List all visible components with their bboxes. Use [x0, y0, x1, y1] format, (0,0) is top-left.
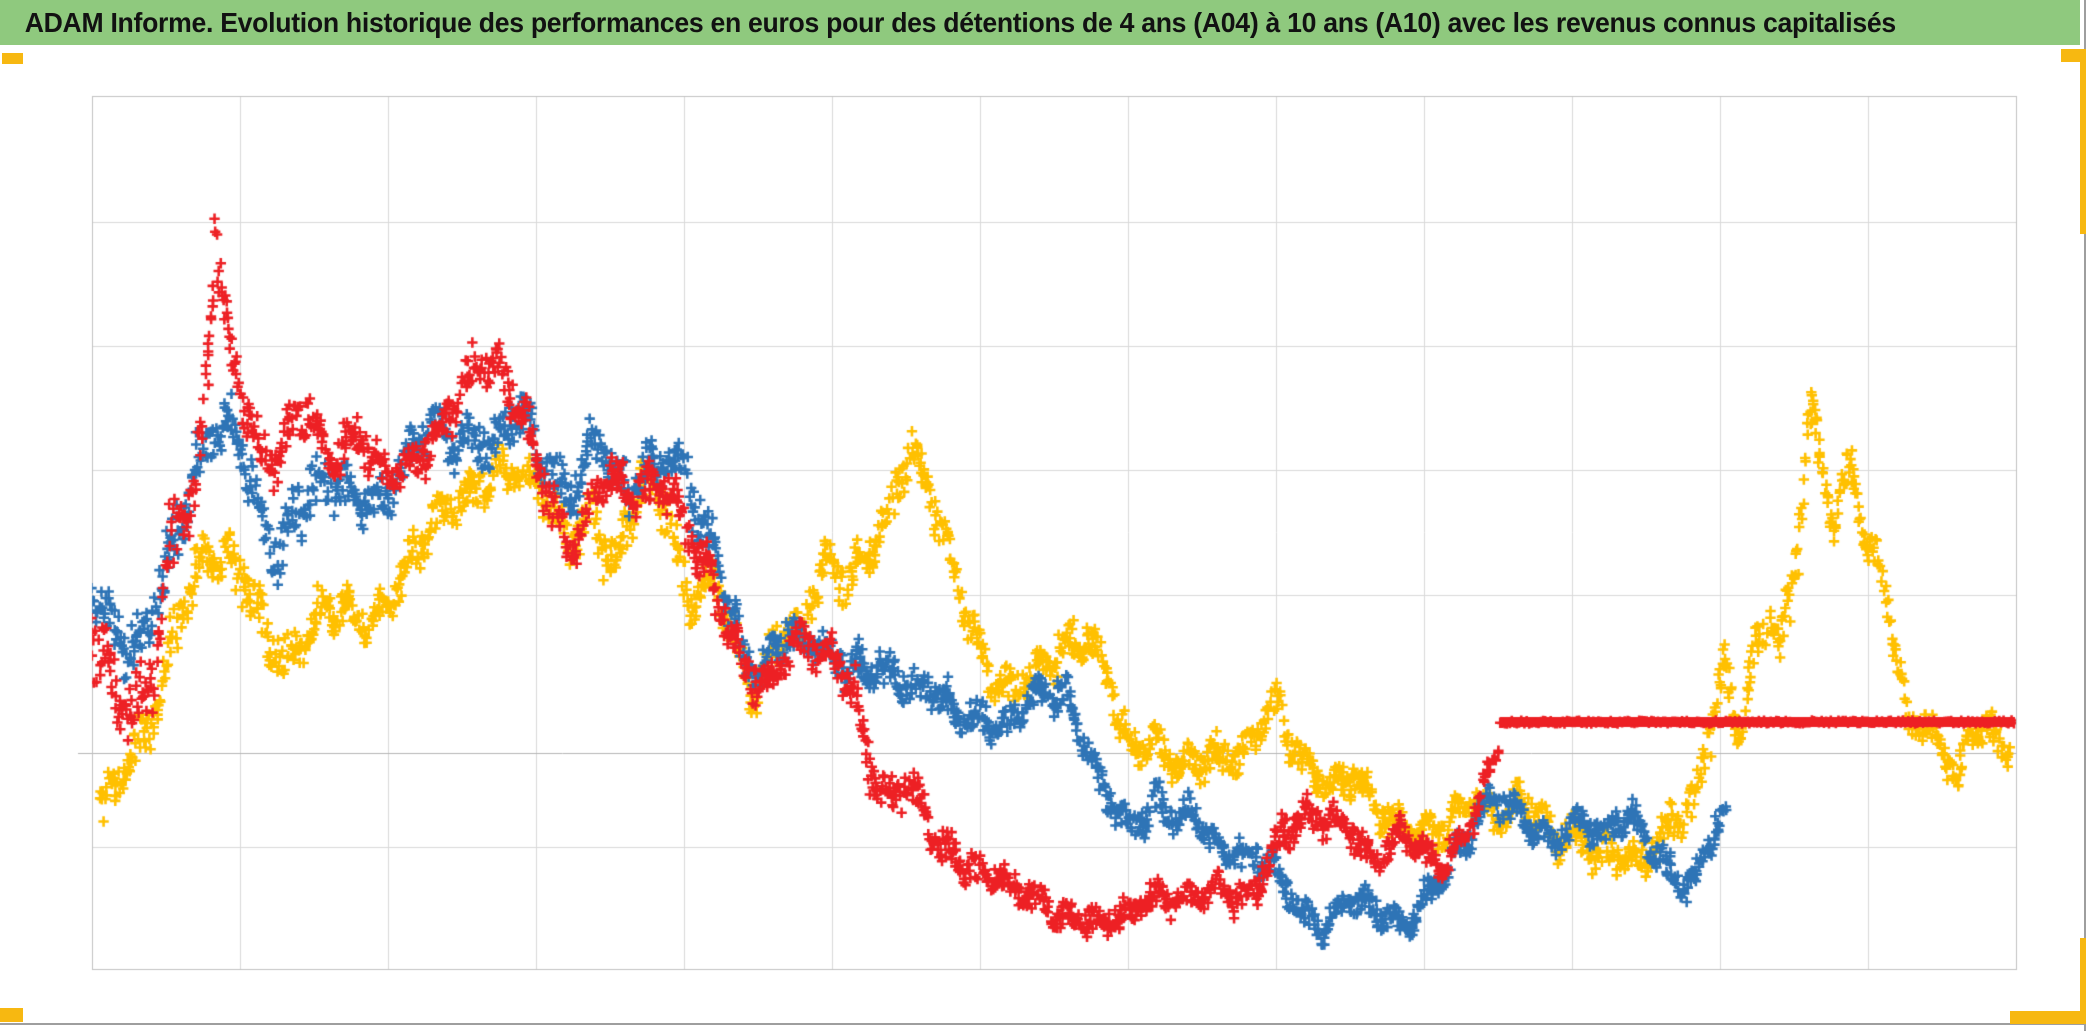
- accent-top-right-bracket-horizontal: [2061, 49, 2086, 62]
- page-edge-bottom: [0, 1023, 2086, 1025]
- page-edge-right: [2084, 0, 2086, 1031]
- accent-bottom-right-bracket-horizontal: [2010, 1011, 2086, 1024]
- title-bar: ADAM Informe. Evolution historique des p…: [0, 0, 2080, 45]
- accent-top-left-square: [2, 53, 23, 64]
- accent-bottom-left-square: [0, 1008, 23, 1022]
- accent-top-right-bracket-vertical: [2080, 49, 2086, 234]
- page-title: ADAM Informe. Evolution historique des p…: [24, 7, 1896, 38]
- accent-bottom-right-bracket-vertical: [2080, 938, 2086, 1024]
